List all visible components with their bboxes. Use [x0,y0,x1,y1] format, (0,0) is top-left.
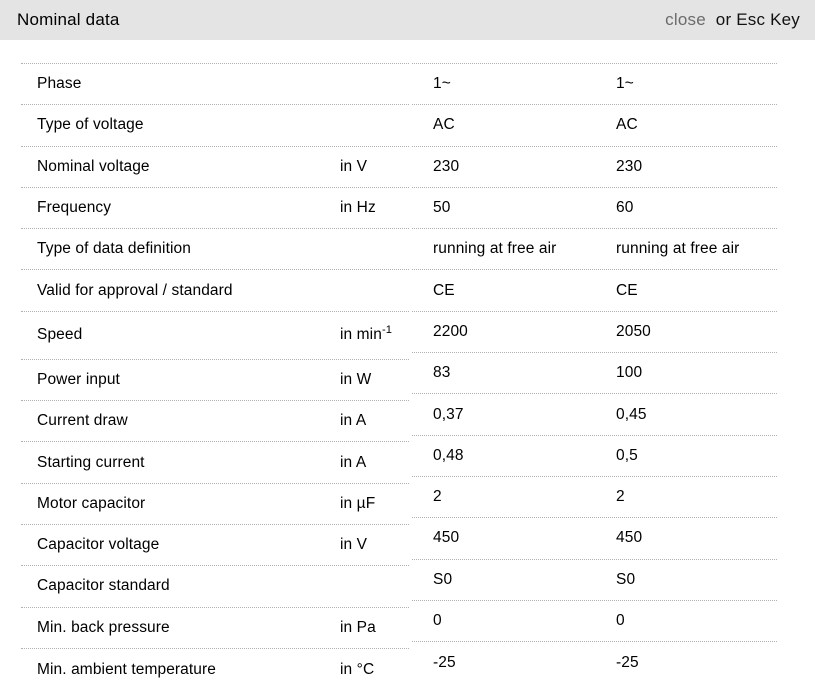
row-value-1: 0,48 [433,446,464,464]
table-row-values: running at free air running at free air [412,229,777,271]
row-value-2: S0 [616,570,636,588]
row-value-1: -25 [433,653,456,671]
row-value-2: running at free air [616,240,740,258]
row-value-2: 60 [616,199,634,217]
table-row: Power input in W [21,360,409,402]
row-label: Min. ambient temperature [37,660,217,678]
row-label: Frequency [37,199,112,217]
table-row: Starting current in A [21,442,409,484]
row-label: Capacitor voltage [37,536,160,554]
table-row: Min. back pressure in Pa [21,608,409,649]
row-value-2: 0,5 [616,446,638,464]
row-value-1: 0,37 [433,405,464,423]
row-value-2: AC [616,116,638,134]
row-value-1: S0 [433,570,453,588]
table-row-values: 0,37 0,45 [412,394,777,436]
row-unit: in A [340,412,367,430]
row-value-1: AC [433,116,455,134]
row-value-2: 1~ [616,75,634,93]
values-column: 1~ 1~ AC AC 230 230 50 60 running at free air run… [412,63,777,683]
row-value-2: 2 [616,488,625,506]
row-value-2: -25 [616,653,639,671]
row-value-1: 230 [433,157,460,175]
table-row: Frequency in Hz [21,188,409,230]
row-unit: in W [340,370,372,388]
table-row: Type of voltage [21,105,409,147]
row-value-1: 450 [433,529,460,547]
row-label: Phase [37,75,82,93]
row-label: Current draw [37,412,128,430]
row-value-2: 450 [616,529,643,547]
table-row-values: 2200 2050 [412,312,777,354]
row-value-2: CE [616,281,638,299]
dialog-header: Nominal data close or Esc Key [0,0,815,40]
row-value-1: 0 [433,612,442,629]
row-value-1: 1~ [433,75,451,93]
table-row: Capacitor standard [21,566,409,608]
row-value-1: 2 [433,488,442,506]
row-unit: in Hz [340,199,376,217]
table-row-values: 0,48 0,5 [412,436,777,477]
row-unit: in µF [340,494,376,512]
table-row: Current draw in A [21,401,409,443]
row-value-1: CE [433,281,455,299]
table-row-values: 50 60 [412,188,777,230]
row-label: Motor capacitor [37,494,146,512]
table-row: Motor capacitor in µF [21,484,409,525]
row-unit: in A [340,453,367,471]
table-row: Speed in min-1 [21,312,409,360]
unit-superscript: -1 [381,324,393,337]
row-value-2: 0,45 [616,405,647,423]
row-label: Starting current [37,453,145,471]
row-label: Valid for approval / standard [37,281,233,299]
row-label: Capacitor standard [37,577,170,595]
table-row: Valid for approval / standard [21,270,409,312]
table-row-values: CE CE [412,270,777,312]
row-value-2: 100 [616,364,643,382]
row-label: Speed [37,326,83,344]
table-row-values: 450 450 [412,518,777,560]
table-row-values: AC AC [412,105,777,147]
row-value-2: 0 [616,612,625,629]
close-button[interactable]: close [665,10,706,29]
row-value-1: 2200 [433,322,468,340]
table-row: Type of data definition [21,229,409,271]
table-row: Min. ambient temperature in °C [21,649,409,690]
row-unit: in °C [340,660,375,678]
row-label: Min. back pressure [37,618,170,636]
table-row-values: 230 230 [412,147,777,188]
table-row-values: 83 100 [412,353,777,395]
row-unit: in V [340,536,368,554]
table-row-values: 1~ 1~ [412,64,777,106]
row-unit: in Pa [340,618,376,636]
table-row-values: -25 -25 [412,642,777,683]
row-value-2: 230 [616,157,643,175]
row-unit: in V [340,157,368,175]
table-row: Capacitor voltage in V [21,525,409,567]
row-label: Type of voltage [37,116,144,134]
row-label: Power input [37,370,120,388]
close-controls: close or Esc Key [665,10,800,30]
table-row: Phase [21,64,409,106]
close-hint-text: or Esc Key [715,10,800,29]
row-value-1: running at free air [433,240,557,258]
labels-units-column: Phase Type of voltage Nominal voltage in V F… [21,63,409,690]
table-row-values: S0 S0 [412,560,777,601]
row-unit: in min-1 [340,324,393,344]
row-value-1: 50 [433,199,451,217]
row-value-2: 2050 [616,322,651,340]
row-value-1: 83 [433,364,451,382]
row-label: Nominal voltage [37,157,150,175]
page-title: Nominal data [17,10,120,29]
table-row: Nominal voltage in V [21,147,409,188]
row-label: Type of data definition [37,240,191,258]
